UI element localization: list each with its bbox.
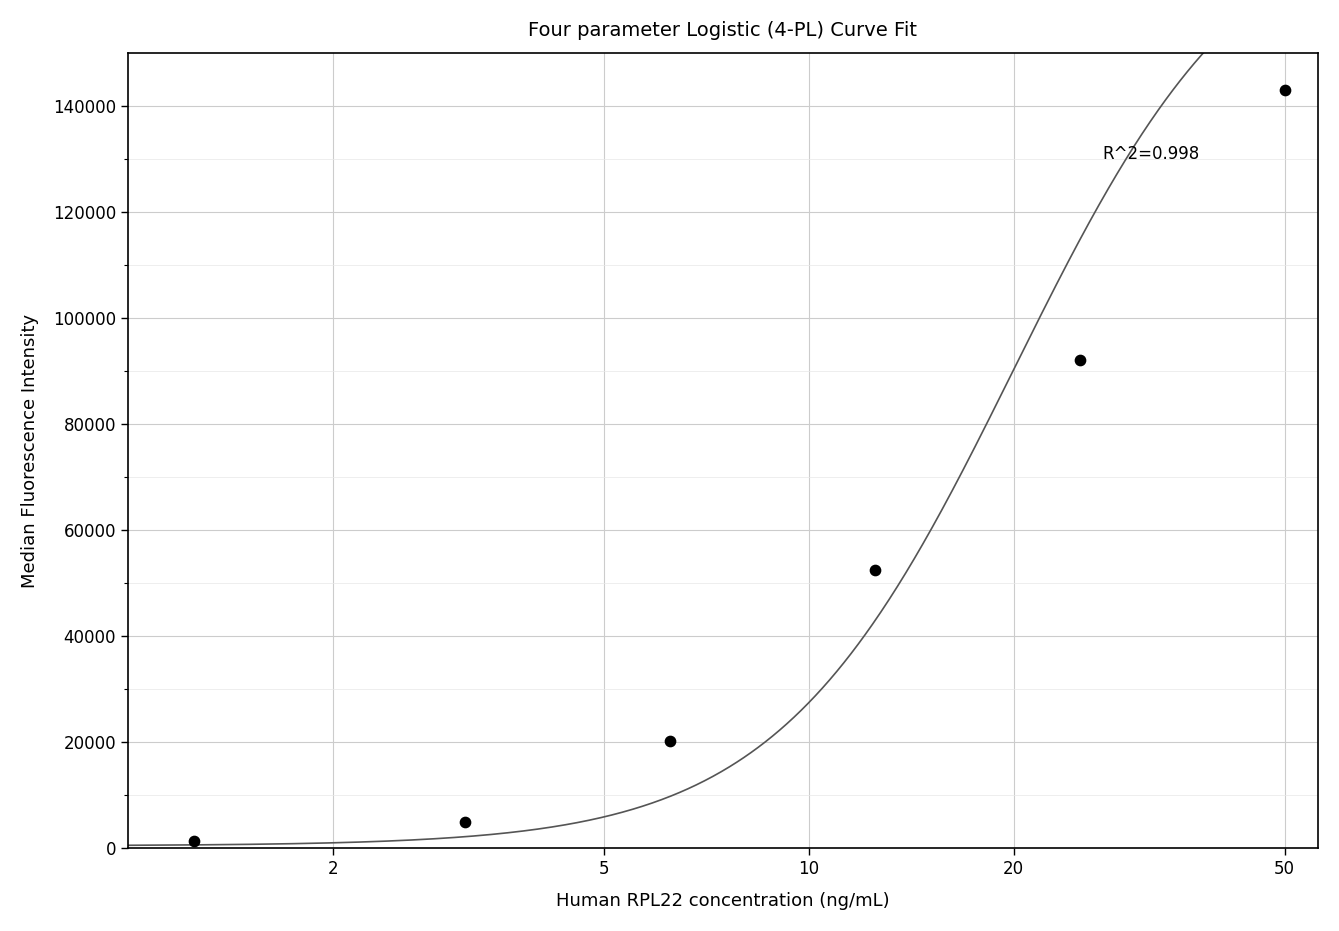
Y-axis label: Median Fluorescence Intensity: Median Fluorescence Intensity <box>21 314 39 587</box>
Point <box>183 833 205 848</box>
Point <box>454 815 475 830</box>
Point <box>864 562 885 577</box>
Point <box>1273 82 1295 97</box>
Point <box>659 734 680 749</box>
Title: Four parameter Logistic (4-PL) Curve Fit: Four parameter Logistic (4-PL) Curve Fit <box>529 20 917 40</box>
X-axis label: Human RPL22 concentration (ng/mL): Human RPL22 concentration (ng/mL) <box>556 892 890 911</box>
Text: R^2=0.998: R^2=0.998 <box>1102 144 1200 163</box>
Point <box>1069 353 1090 368</box>
